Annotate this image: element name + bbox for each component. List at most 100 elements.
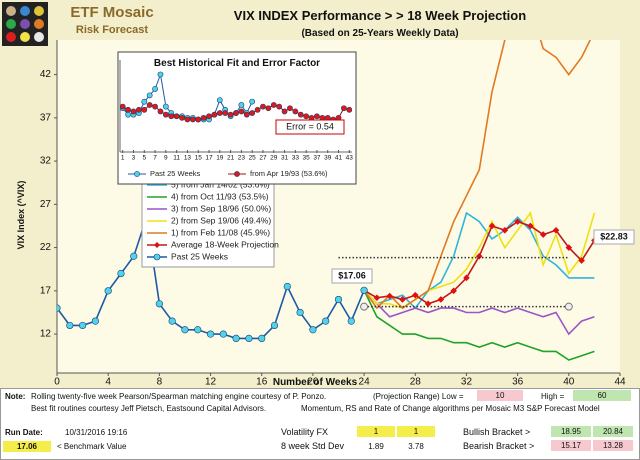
marker (578, 257, 585, 264)
marker (130, 108, 137, 115)
marker (125, 106, 131, 113)
marker (360, 286, 368, 294)
marker (514, 218, 521, 225)
legend-label: from Apr 19/93 (53.6%) (250, 169, 328, 178)
std-label: 8 week Std Dev (281, 441, 345, 451)
marker (162, 111, 169, 118)
marker (238, 102, 245, 108)
marker (249, 110, 256, 116)
x-tick-label: 13 (184, 155, 192, 162)
run-date-label: Run Date: (5, 428, 43, 437)
x-tick-label: 39 (324, 155, 332, 162)
bullish-1: 18.95 (551, 426, 591, 437)
marker (341, 105, 347, 112)
marker (179, 114, 185, 121)
marker (194, 326, 202, 334)
brand: ETF Mosaic (70, 4, 153, 21)
marker (125, 111, 131, 118)
x-tick-label: 4 (105, 377, 111, 388)
x-axis-title: Number of Weeks (273, 377, 358, 388)
marker (450, 287, 457, 295)
legend-label: Past 25 Weeks (171, 251, 228, 261)
marker (254, 106, 261, 113)
y-tick-label: 32 (40, 156, 52, 167)
marker (527, 222, 534, 230)
error-box (275, 119, 345, 135)
marker (117, 269, 125, 278)
marker (146, 92, 153, 99)
marker (276, 103, 283, 110)
marker (91, 317, 99, 325)
x-tick-label: 44 (614, 377, 626, 388)
x-tick-label: 0 (54, 377, 60, 388)
x-tick-label: 19 (216, 155, 224, 162)
marker (219, 330, 227, 338)
x-tick-label: 27 (259, 155, 267, 162)
bracket-end (360, 302, 369, 311)
y-axis-title: VIX Index (^VIX) (16, 181, 26, 250)
marker (292, 108, 299, 115)
x-tick-label: 31 (281, 155, 289, 162)
legend-label: 3) from Sep 18/96 (50.0%) (171, 203, 271, 213)
bracket-end (564, 302, 573, 311)
main-plot: 0 4 8 12 16 20 24 28 32 36 40 4412172227323742$17.0… (40, 40, 635, 388)
x-tick-label: 23 (238, 155, 246, 162)
marker (130, 252, 138, 260)
marker (57, 304, 61, 312)
marker (270, 102, 277, 108)
annotation: $22.83 (600, 231, 628, 241)
y-tick-label: 37 (40, 112, 52, 123)
inset-legend: Past 25 Weeks from Apr 19/93 (53.6%) Error… (128, 119, 345, 178)
marker (104, 287, 112, 295)
x-tick-label: 40 (563, 377, 575, 388)
footer: Note: Rolling twenty-five week Pearson/S… (0, 388, 640, 460)
marker (234, 171, 240, 177)
marker (297, 111, 304, 118)
marker (238, 108, 245, 115)
std-dev-2: 3.78 (408, 442, 424, 451)
series-group (57, 40, 598, 361)
marker (233, 110, 239, 116)
y-tick-label: 17 (40, 285, 52, 296)
marker (296, 308, 304, 317)
marker (565, 244, 573, 251)
marker (270, 321, 279, 330)
volatility-1: 1 (357, 426, 395, 437)
marker (135, 106, 142, 113)
series-line (363, 211, 595, 310)
marker (141, 106, 148, 113)
high-label: High = (541, 392, 565, 401)
x-tick-label: 36 (512, 377, 524, 388)
series-line (363, 289, 595, 361)
marker (152, 86, 158, 92)
x-tick-label: 29 (270, 155, 278, 162)
low: 10 (477, 390, 523, 401)
marker (232, 334, 240, 343)
note: Rolling twenty-five week Pearson/Spearma… (31, 392, 327, 401)
annotation-box (331, 268, 373, 284)
marker (463, 274, 470, 282)
x-tick-label: 32 (461, 377, 473, 388)
marker (134, 171, 140, 177)
marker (189, 116, 196, 123)
marker (346, 106, 352, 113)
legend-label: 2) from Sep 19/06 (49.4%) (171, 215, 271, 225)
std-dev-1: 1.89 (368, 442, 384, 451)
marker (227, 111, 234, 118)
marker (173, 113, 180, 120)
marker (539, 231, 547, 238)
marker (322, 317, 330, 325)
marker (287, 105, 293, 112)
x-tick-label: 9 (164, 155, 168, 162)
bullish-label: Bullish Bracket > (463, 427, 531, 437)
y-tick-label: 12 (40, 329, 52, 340)
marker (386, 292, 393, 300)
x-tick-label: 25 (249, 155, 257, 162)
x-tick-label: 43 (346, 155, 354, 162)
bearish-2: 13.28 (593, 440, 633, 451)
inset-plot: 1 3 5 7 9 11 13 15 17 19 21 23 25 27 29 31 33 35 37 39 41 43 (120, 71, 354, 162)
x-tick-label: 35 (303, 155, 311, 162)
series-line (363, 40, 592, 310)
x-tick-label: 37 (313, 155, 321, 162)
annotation: $17.06 (338, 270, 366, 280)
